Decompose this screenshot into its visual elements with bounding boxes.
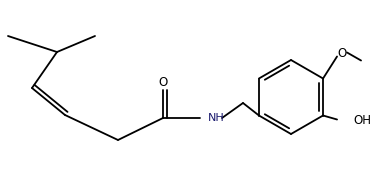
Text: NH: NH [208,113,225,123]
Text: OH: OH [353,114,371,127]
Text: O: O [338,47,347,60]
Text: O: O [158,75,168,89]
